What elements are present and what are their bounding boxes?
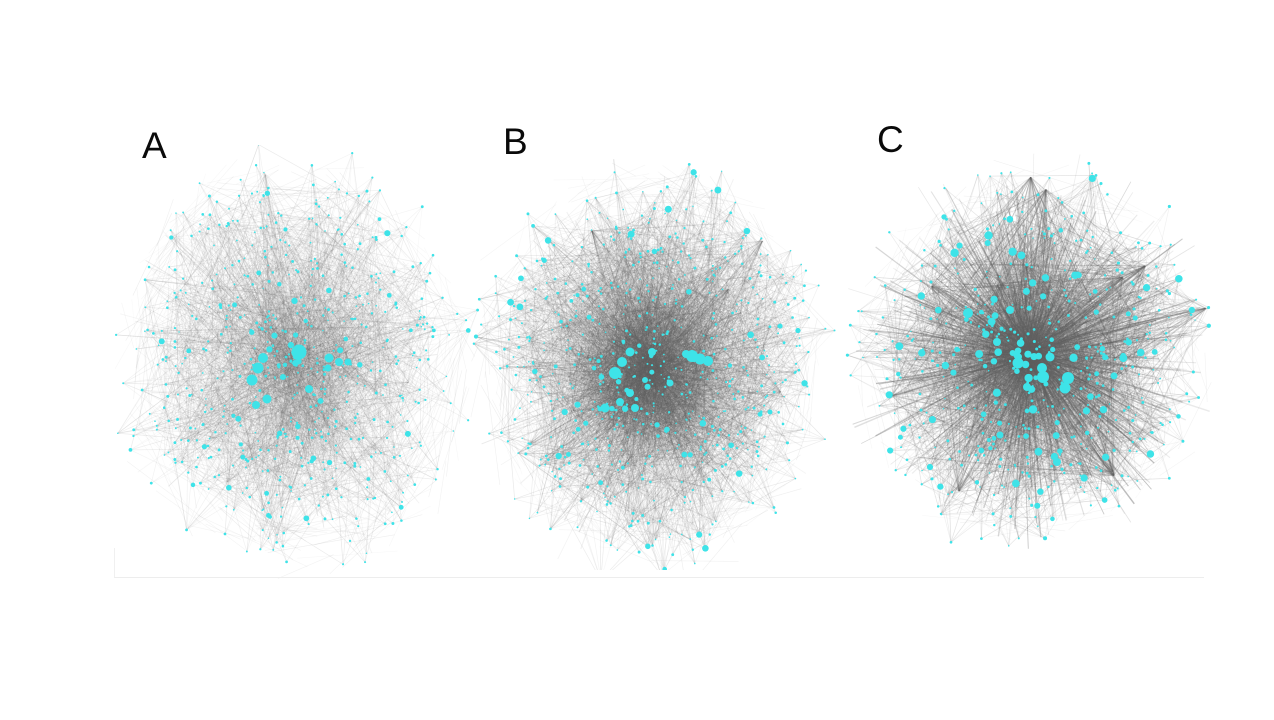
network-graph-a-canvas <box>95 145 495 585</box>
network-graph-c-canvas <box>845 135 1240 550</box>
network-graph-b-canvas <box>455 140 850 570</box>
